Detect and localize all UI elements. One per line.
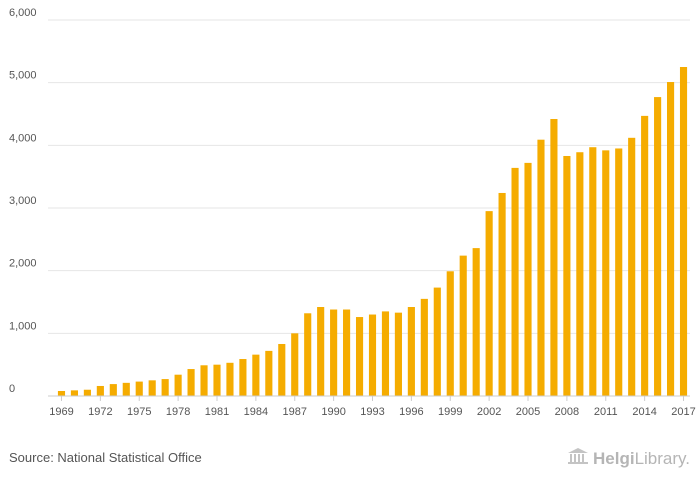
bar-1981[interactable]	[213, 364, 221, 396]
bar-1990[interactable]	[330, 309, 338, 396]
bar-2002[interactable]	[485, 211, 493, 396]
y-tick-label: 0	[9, 383, 15, 395]
source-note: Source: National Statistical Office	[9, 450, 202, 465]
y-tick-label: 5,000	[9, 70, 37, 82]
x-tick-label: 1975	[127, 406, 151, 418]
bar-2005[interactable]	[524, 162, 532, 396]
bar-2012[interactable]	[615, 148, 623, 396]
bar-1987[interactable]	[291, 333, 299, 396]
bar-1979[interactable]	[187, 369, 195, 396]
bar-1978[interactable]	[174, 374, 182, 396]
x-tick-label: 2017	[671, 406, 695, 418]
x-tick-label: 2008	[555, 406, 579, 418]
bar-1986[interactable]	[278, 343, 286, 396]
bars	[57, 67, 688, 396]
bar-1982[interactable]	[226, 362, 234, 396]
bar-1997[interactable]	[420, 298, 428, 396]
bar-1993[interactable]	[368, 314, 377, 396]
bar-2017[interactable]	[679, 67, 688, 396]
bar-1998[interactable]	[433, 287, 441, 396]
bar-2013[interactable]	[628, 137, 636, 396]
x-axis-labels: 1969 1972 1975 1978 1981 1984 1987 1990 1993 1996…	[49, 406, 696, 418]
bar-2011[interactable]	[602, 150, 610, 396]
x-tick-label: 1981	[205, 406, 229, 418]
x-tick-label: 2014	[632, 406, 656, 418]
bar-2003[interactable]	[498, 192, 506, 396]
bar-2010[interactable]	[589, 147, 597, 396]
bar-1973[interactable]	[109, 384, 117, 396]
x-tick-label: 1984	[244, 406, 268, 418]
x-tick-label: 1993	[360, 406, 384, 418]
bar-1976[interactable]	[148, 380, 156, 396]
library-building-icon	[567, 447, 589, 470]
x-tick-label: 1990	[321, 406, 345, 418]
y-tick-label: 4,000	[9, 132, 37, 144]
bar-2014[interactable]	[641, 115, 649, 396]
bar-2007[interactable]	[550, 119, 558, 396]
bar-1975[interactable]	[135, 381, 143, 396]
bar-2006[interactable]	[537, 139, 545, 396]
bar-2004[interactable]	[511, 167, 519, 396]
bar-1969[interactable]	[57, 390, 66, 396]
bar-1972[interactable]	[96, 385, 104, 396]
bar-1977[interactable]	[161, 379, 169, 396]
y-tick-label: 3,000	[9, 195, 37, 207]
y-tick-label: 2,000	[9, 258, 37, 270]
x-tick-label: 1969	[49, 406, 73, 418]
x-tick-label: 1987	[283, 406, 307, 418]
bar-1984[interactable]	[252, 354, 260, 396]
bar-1988[interactable]	[304, 313, 312, 396]
brand-logo[interactable]: HelgiLibrary.	[567, 447, 690, 470]
bar-2000[interactable]	[459, 255, 467, 396]
bar-1991[interactable]	[343, 309, 351, 396]
bar-1971[interactable]	[83, 389, 91, 396]
bar-2008[interactable]	[563, 155, 571, 396]
bar-1985[interactable]	[265, 350, 273, 396]
bar-1989[interactable]	[317, 307, 325, 396]
x-tick-label: 1999	[438, 406, 462, 418]
bar-1999[interactable]	[446, 271, 454, 396]
bar-2016[interactable]	[667, 82, 675, 396]
x-tick-label: 2005	[516, 406, 540, 418]
x-tick-label: 1972	[88, 406, 112, 418]
bar-1996[interactable]	[407, 307, 415, 396]
x-tick-label: 2002	[477, 406, 501, 418]
bar-1974[interactable]	[122, 382, 130, 396]
y-axis-labels: 0 1,000 2,000 3,000 4,000 5,000 6,000	[9, 7, 37, 395]
bar-1970[interactable]	[70, 390, 79, 396]
x-tick-label: 2011	[594, 406, 618, 418]
brand-name-light: Library.	[634, 448, 690, 468]
x-tick-label: 1978	[166, 406, 190, 418]
bar-2001[interactable]	[472, 248, 480, 396]
bar-1980[interactable]	[200, 365, 208, 396]
x-axis-ticks	[60, 396, 685, 401]
bar-1983[interactable]	[239, 359, 247, 396]
brand-name-strong: Helgi	[593, 448, 635, 468]
bar-2009[interactable]	[576, 152, 584, 396]
bar-2015[interactable]	[654, 97, 662, 396]
bar-chart: 0 1,000 2,000 3,000 4,000 5,000 6,000 1969 1972…	[9, 7, 696, 418]
x-tick-label: 1996	[399, 406, 423, 418]
y-tick-label: 6,000	[9, 7, 37, 19]
bar-1994[interactable]	[381, 311, 390, 396]
bar-1995[interactable]	[394, 312, 402, 396]
y-tick-label: 1,000	[9, 320, 37, 332]
bar-1992[interactable]	[355, 317, 364, 396]
